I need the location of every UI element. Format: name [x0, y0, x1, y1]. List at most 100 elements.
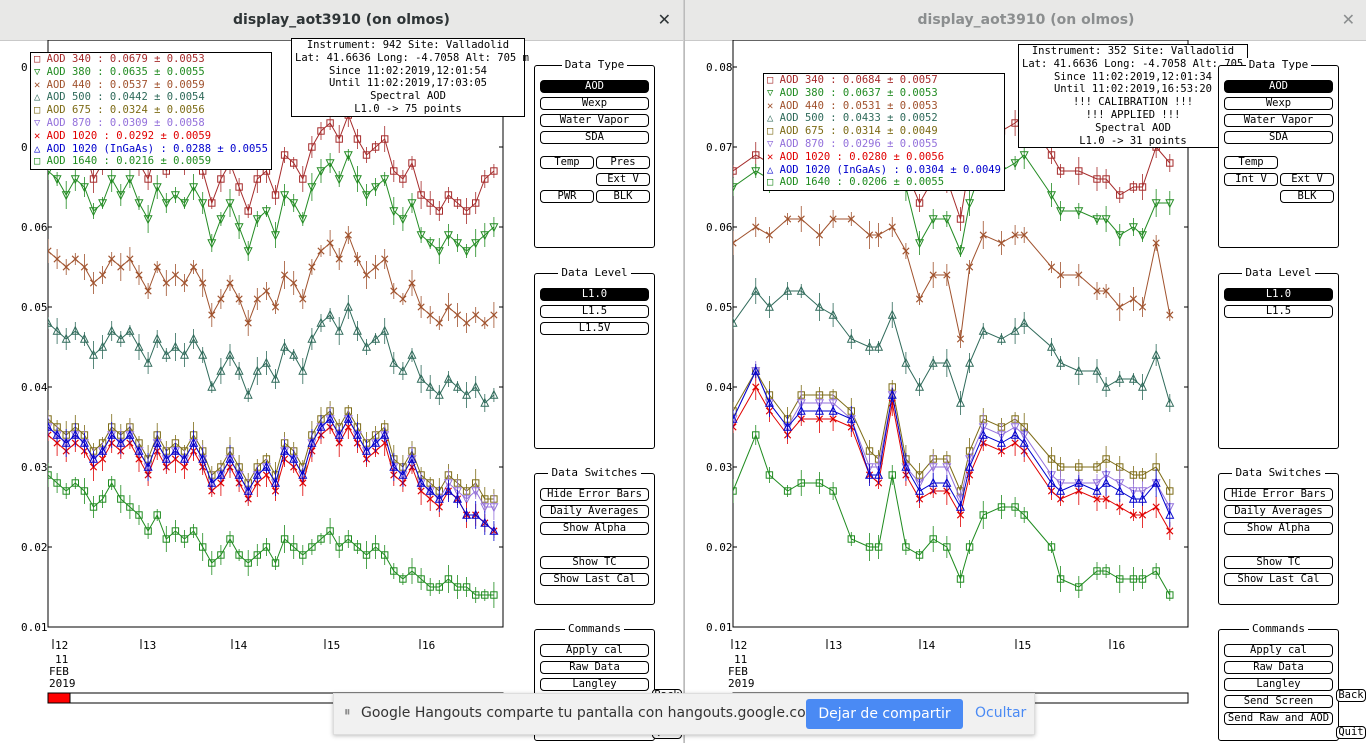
- daily-averages-button[interactable]: Daily Averages: [540, 505, 649, 518]
- wexp-button[interactable]: Wexp: [540, 97, 649, 110]
- data-point: [997, 239, 1006, 247]
- data-point: [88, 207, 99, 217]
- l1-0-button[interactable]: L1.0: [1224, 288, 1333, 301]
- data-point: [134, 199, 144, 209]
- data-point: [928, 215, 938, 225]
- blk-button[interactable]: BLK: [596, 190, 650, 203]
- data-point: [443, 373, 453, 383]
- data-point: [452, 239, 463, 249]
- data-point: [234, 365, 244, 375]
- panel-title: Data Level: [1242, 266, 1315, 279]
- pwr-button[interactable]: PWR: [540, 190, 594, 203]
- pres-button[interactable]: Pres: [596, 156, 650, 169]
- data-point: [425, 485, 435, 495]
- data-point: [784, 215, 792, 223]
- temp-button[interactable]: Temp: [540, 156, 594, 169]
- hide-button[interactable]: Ocultar: [975, 705, 1027, 721]
- data-point: [1166, 591, 1174, 599]
- data-point: [371, 143, 380, 151]
- legend-item: ▽ AOD 380 : 0.0637 ± 0.0053: [767, 87, 1001, 100]
- l1-5-button[interactable]: L1.5: [540, 305, 649, 318]
- ext-v-button[interactable]: Ext V: [1280, 173, 1334, 186]
- data-point: [865, 231, 874, 239]
- data-point: [71, 479, 79, 487]
- langley-button[interactable]: Langley: [1224, 678, 1333, 691]
- langley-button[interactable]: Langley: [540, 678, 649, 691]
- data-point: [796, 285, 806, 295]
- l1-5v-button[interactable]: L1.5V: [540, 322, 649, 335]
- data-point: [107, 175, 117, 185]
- raw-data-button[interactable]: Raw Data: [540, 661, 649, 674]
- aod-button[interactable]: AOD: [1224, 80, 1333, 93]
- show-last-cal-button[interactable]: Show Last Cal: [540, 573, 649, 586]
- data-point: [490, 311, 498, 319]
- data-point: [955, 247, 966, 257]
- series-aod-1640: [48, 463, 498, 608]
- data-point: [1010, 325, 1020, 335]
- data-point: [752, 431, 760, 439]
- data-point: [79, 183, 89, 193]
- data-point: [52, 175, 62, 185]
- data-point: [472, 591, 480, 599]
- show-tc-button[interactable]: Show TC: [540, 556, 649, 569]
- l1-0-button[interactable]: L1.0: [540, 288, 649, 301]
- data-point: [289, 453, 299, 463]
- close-icon[interactable]: ✕: [657, 10, 671, 29]
- data-point: [444, 575, 453, 583]
- int-v-button[interactable]: Int V: [1224, 173, 1278, 186]
- data-point: [262, 543, 271, 551]
- send-screen-button[interactable]: Send Screen: [1224, 695, 1333, 708]
- daily-averages-button[interactable]: Daily Averages: [1224, 505, 1333, 518]
- data-point: [407, 453, 417, 463]
- data-point: [955, 397, 966, 407]
- data-point: [452, 381, 463, 391]
- data-point: [874, 463, 884, 473]
- send-raw-and-aod-button[interactable]: Send Raw and AOD: [1224, 712, 1333, 725]
- show-tc-button[interactable]: Show TC: [1224, 556, 1333, 569]
- data-point: [1165, 509, 1175, 519]
- water-vapor-button[interactable]: Water Vapor: [540, 114, 649, 127]
- data-point: [343, 301, 353, 311]
- data-point: [1152, 567, 1160, 575]
- data-point: [480, 231, 490, 241]
- quit-button[interactable]: Quit: [1336, 726, 1366, 739]
- data-point: [208, 311, 216, 319]
- data-point: [216, 365, 226, 375]
- window-title: display_aot3910 (on olmos): [917, 12, 1135, 28]
- hide-error-bars-button[interactable]: Hide Error Bars: [1224, 488, 1333, 501]
- data-point: [846, 413, 856, 423]
- data-point: [126, 255, 134, 263]
- sda-button[interactable]: SDA: [1224, 131, 1333, 144]
- data-point: [334, 175, 344, 185]
- data-point: [902, 247, 910, 255]
- ext-v-button[interactable]: Ext V: [596, 173, 650, 186]
- data-point: [125, 325, 135, 335]
- back-button[interactable]: Back: [1336, 689, 1366, 702]
- data-point: [1020, 231, 1028, 239]
- apply-cal-button[interactable]: Apply cal: [1224, 644, 1333, 657]
- show-alpha-button[interactable]: Show Alpha: [540, 522, 649, 535]
- l1-5-button[interactable]: L1.5: [1224, 305, 1333, 318]
- wexp-button[interactable]: Wexp: [1224, 97, 1333, 110]
- data-point: [733, 239, 737, 247]
- blk-button[interactable]: BLK: [1280, 190, 1334, 203]
- show-last-cal-button[interactable]: Show Last Cal: [1224, 573, 1333, 586]
- timeline-cursor[interactable]: [47, 692, 71, 704]
- data-point: [828, 309, 838, 319]
- aod-button[interactable]: AOD: [540, 80, 649, 93]
- apply-cal-button[interactable]: Apply cal: [540, 644, 649, 657]
- raw-data-button[interactable]: Raw Data: [1224, 661, 1333, 674]
- commands-panel: Commands Apply cal Raw Data Langley Send Scr…: [1218, 622, 1339, 741]
- stop-sharing-button[interactable]: Dejar de compartir: [806, 699, 963, 729]
- data-point: [180, 463, 189, 471]
- sda-button[interactable]: SDA: [540, 131, 649, 144]
- data-point: [1074, 207, 1084, 217]
- water-vapor-button[interactable]: Water Vapor: [1224, 114, 1333, 127]
- close-icon[interactable]: ✕: [1341, 10, 1355, 29]
- data-point: [434, 493, 444, 503]
- temp-button[interactable]: Temp: [1224, 156, 1278, 169]
- window-titlebar[interactable]: display_aot3910 (on olmos) ✕: [685, 0, 1366, 41]
- show-alpha-button[interactable]: Show Alpha: [1224, 522, 1333, 535]
- window-titlebar[interactable]: display_aot3910 (on olmos) ✕: [0, 0, 683, 41]
- hide-error-bars-button[interactable]: Hide Error Bars: [540, 488, 649, 501]
